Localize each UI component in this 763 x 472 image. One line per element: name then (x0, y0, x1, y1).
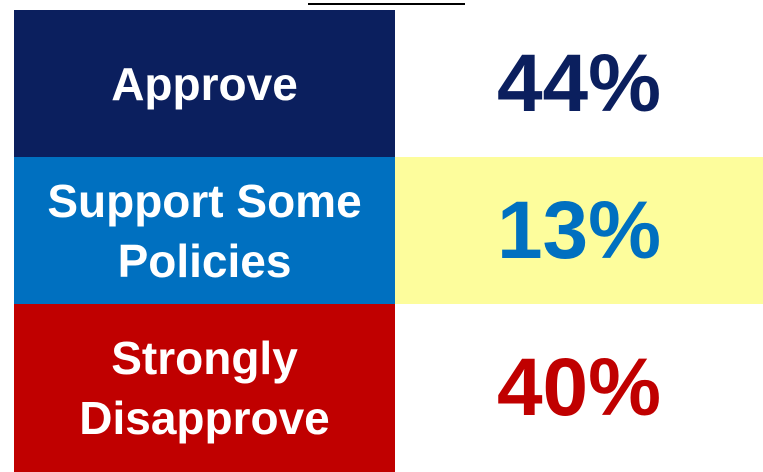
row-value: 13% (395, 157, 763, 304)
results-table: Approve 44% Support Some Policies 13% St… (14, 10, 763, 472)
top-rule (308, 3, 465, 5)
row-value: 40% (395, 304, 763, 472)
row-label: Strongly Disapprove (14, 304, 395, 472)
row-label: Support Some Policies (14, 157, 395, 304)
row-label: Approve (14, 10, 395, 157)
row-value: 44% (395, 10, 763, 157)
